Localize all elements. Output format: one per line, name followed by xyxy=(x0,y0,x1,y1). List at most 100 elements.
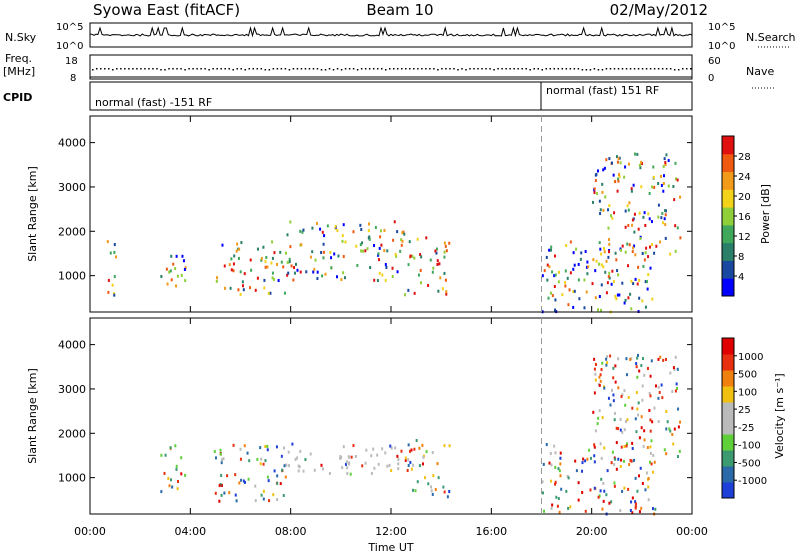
scatter-cell xyxy=(644,223,647,227)
scatter-cell xyxy=(234,473,237,477)
scatter-cell xyxy=(444,278,447,282)
freq-dot xyxy=(629,68,632,70)
scatter-cell xyxy=(559,451,562,455)
freq-dot xyxy=(461,68,463,70)
scatter-cell xyxy=(619,161,622,165)
scatter-cell xyxy=(635,430,638,434)
freq-dot xyxy=(340,69,343,71)
freq-dot xyxy=(633,68,636,70)
scatter-cell xyxy=(608,271,611,275)
scatter-cell xyxy=(372,447,375,451)
freq-dot xyxy=(336,68,339,70)
scatter-cell xyxy=(360,249,363,253)
freq-dot xyxy=(421,68,423,70)
scatter-cell xyxy=(565,244,568,248)
scatter-cell xyxy=(430,485,433,489)
scatter-cell xyxy=(620,445,623,449)
scatter-cell xyxy=(662,181,665,185)
freq-dot xyxy=(124,68,126,70)
scatter-cell xyxy=(380,243,383,247)
scatter-cell xyxy=(648,408,651,412)
scatter-cell xyxy=(651,420,654,424)
scatter-cell xyxy=(648,391,651,395)
freq-dot xyxy=(681,68,684,70)
scatter-cell xyxy=(171,485,174,489)
freq-dot xyxy=(409,68,411,70)
scatter-cell xyxy=(674,224,677,228)
scatter-cell xyxy=(559,456,562,460)
scatter-cell xyxy=(650,220,653,224)
scatter-cell xyxy=(625,420,628,424)
scatter-cell xyxy=(368,235,371,239)
scatter-cell xyxy=(617,357,620,361)
freq-dot xyxy=(669,68,672,70)
scatter-cell xyxy=(279,250,282,254)
colorbar-tick-label: 28 xyxy=(738,152,751,163)
freq-dot xyxy=(529,69,531,71)
scatter-cell xyxy=(352,444,355,448)
freq-dot xyxy=(140,68,142,70)
scatter-cell xyxy=(661,396,664,400)
scatter-cell xyxy=(603,250,606,254)
scatter-cell xyxy=(593,443,596,447)
scatter-cell xyxy=(379,229,382,233)
scatter-cell xyxy=(620,395,623,399)
scatter-cell xyxy=(573,289,576,293)
freq-dot xyxy=(457,69,459,71)
scatter-cell xyxy=(364,461,367,465)
scatter-cell xyxy=(610,161,613,165)
scatter-cell xyxy=(266,444,269,448)
scatter-cell xyxy=(557,280,560,284)
scatter-cell xyxy=(641,384,644,388)
scatter-cell xyxy=(600,456,603,460)
scatter-cell xyxy=(649,374,652,378)
scatter-cell xyxy=(270,261,273,265)
scatter-cell xyxy=(275,445,278,449)
scatter-cell xyxy=(614,251,617,255)
scatter-cell xyxy=(602,208,605,212)
scatter-cell xyxy=(631,406,634,410)
colorbar-segment xyxy=(722,242,734,261)
scatter-cell xyxy=(256,457,259,461)
scatter-cell xyxy=(669,252,672,256)
freq-dot xyxy=(493,69,495,71)
freq-dot xyxy=(561,68,564,70)
scatter-cell xyxy=(585,290,588,294)
scatter-cell xyxy=(623,301,626,305)
scatter-cell xyxy=(652,175,655,179)
scatter-cell xyxy=(600,308,603,312)
scatter-cell xyxy=(636,356,639,360)
scatter-cell xyxy=(591,200,594,204)
scatter-cell xyxy=(598,409,601,413)
power-frame xyxy=(89,115,693,313)
scatter-cell xyxy=(639,166,642,170)
scatter-cell xyxy=(349,472,352,476)
scatter-cell xyxy=(626,373,629,377)
scatter-cell xyxy=(655,244,658,248)
scatter-cell xyxy=(577,498,580,502)
freq-dot xyxy=(300,68,303,70)
x-tick-label: 04:00 xyxy=(174,525,206,538)
scatter-cell xyxy=(556,504,559,508)
velocity-scatter xyxy=(160,353,682,516)
scatter-cell xyxy=(341,239,344,243)
scatter-cell xyxy=(367,229,370,233)
x-tick-label: 20:00 xyxy=(576,525,608,538)
scatter-cell xyxy=(627,264,630,268)
nave-tick-top: 60 xyxy=(708,56,721,67)
scatter-cell xyxy=(242,479,245,483)
scatter-cell xyxy=(221,243,224,247)
scatter-cell xyxy=(444,244,447,248)
scatter-cell xyxy=(287,464,290,468)
scatter-cell xyxy=(160,453,163,457)
scatter-cell xyxy=(324,272,327,276)
scatter-cell xyxy=(629,292,632,296)
scatter-cell xyxy=(614,180,617,184)
scatter-cell xyxy=(566,474,569,478)
scatter-cell xyxy=(445,290,448,294)
freq-dot xyxy=(352,68,355,70)
scatter-cell xyxy=(220,458,223,462)
scatter-cell xyxy=(664,209,667,213)
freq-dot xyxy=(260,68,263,70)
scatter-cell xyxy=(646,366,649,370)
